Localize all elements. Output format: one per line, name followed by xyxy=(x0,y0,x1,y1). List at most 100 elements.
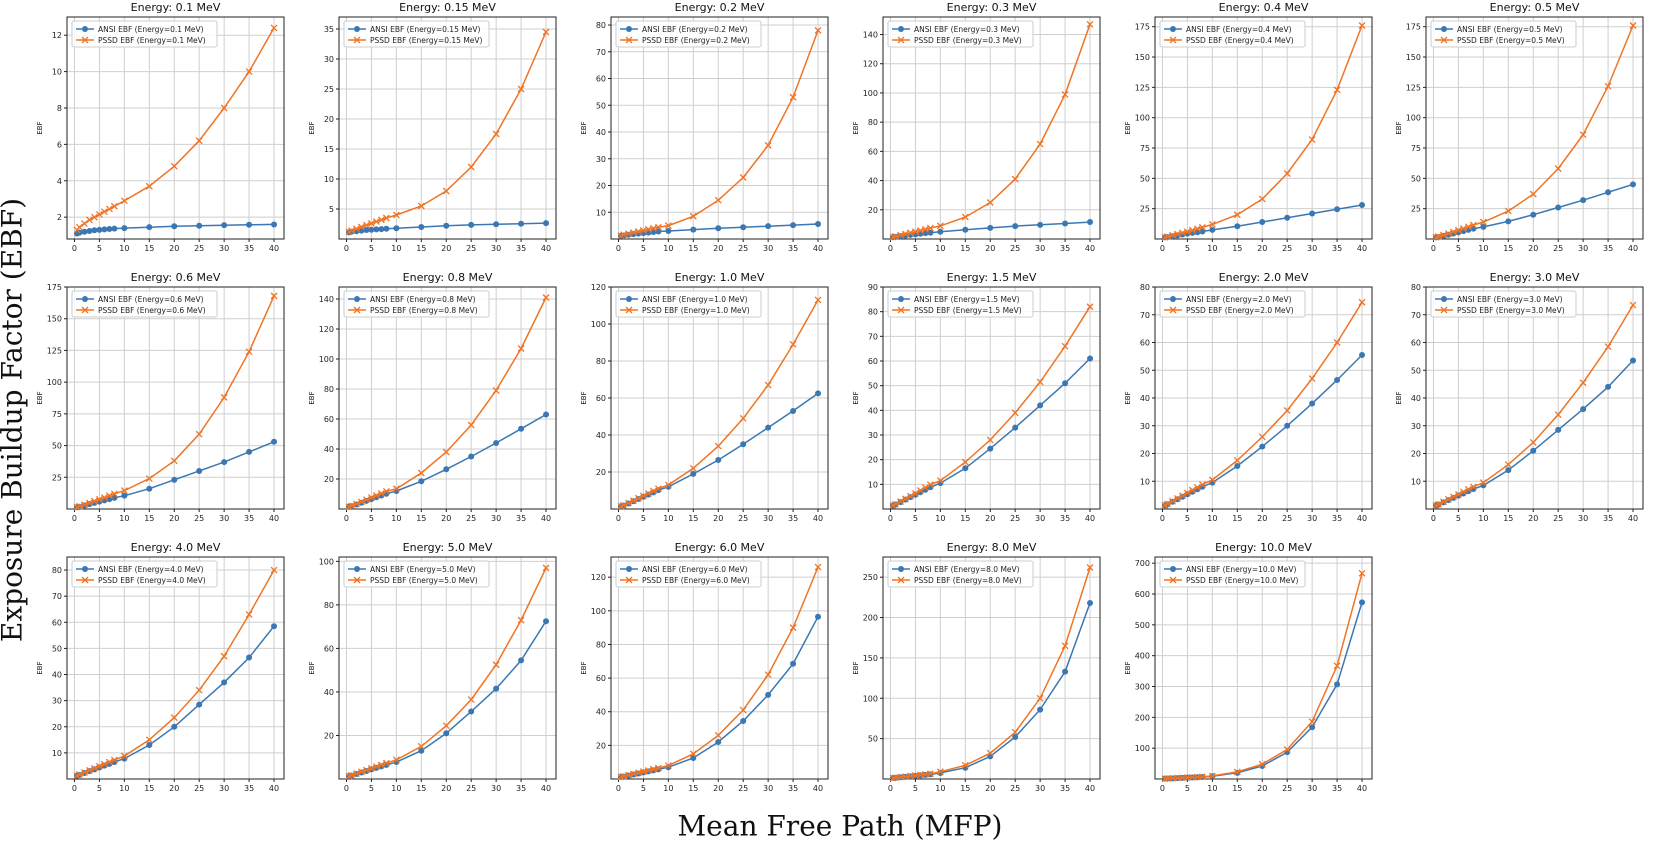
ansi-data-point xyxy=(271,221,278,228)
y-tick-label: 50 xyxy=(868,735,878,744)
x-tick-label: 40 xyxy=(541,244,551,253)
subplot-title: Energy: 0.3 MeV xyxy=(947,1,1037,14)
y-tick-label: 70 xyxy=(596,48,606,57)
legend-ansi-label: ANSI EBF (Energy=0.6 MeV) xyxy=(98,295,204,304)
x-tick-label: 25 xyxy=(1553,514,1563,523)
pssd-data-point xyxy=(892,232,899,240)
x-tick-label: 0 xyxy=(616,244,621,253)
pssd-data-point xyxy=(517,345,525,352)
x-tick-label: 40 xyxy=(813,514,823,523)
y-tick-label: 20 xyxy=(868,456,878,465)
ansi-data-point xyxy=(393,225,400,232)
x-tick-label: 0 xyxy=(72,514,77,523)
pssd-data-point xyxy=(1258,195,1266,203)
ansi-data-point xyxy=(221,679,228,686)
pssd-data-point xyxy=(911,490,919,497)
subplot-title: Energy: 6.0 MeV xyxy=(675,541,765,554)
x-tick-label: 40 xyxy=(813,244,823,253)
x-tick-label: 15 xyxy=(960,514,970,523)
y-tick-label: 100 xyxy=(47,378,62,387)
legend-pssd-label: PSSD EBF (Energy=0.4 MeV) xyxy=(1186,36,1294,45)
ansi-data-point xyxy=(418,478,425,485)
legend-marker xyxy=(1169,306,1177,314)
pssd-data-point xyxy=(362,766,370,774)
axes-frame xyxy=(338,556,557,780)
y-tick-label: 50 xyxy=(868,382,878,391)
x-tick-label: 35 xyxy=(1332,514,1342,523)
y-axis-label: EBF xyxy=(308,391,316,404)
x-tick-label: 35 xyxy=(788,784,798,793)
subplot-title: Energy: 0.6 MeV xyxy=(131,271,221,284)
x-tick-label: 15 xyxy=(1503,244,1513,253)
pssd-data-point xyxy=(245,348,253,356)
y-tick-label: 40 xyxy=(596,128,606,137)
x-tick-label: 30 xyxy=(1307,514,1317,523)
pssd-data-point xyxy=(1479,479,1487,487)
pssd-data-point xyxy=(664,481,672,489)
ansi-data-point xyxy=(111,225,118,232)
x-tick-label: 20 xyxy=(1257,784,1267,793)
pssd-data-point xyxy=(739,706,747,714)
pssd-series-line xyxy=(620,30,819,237)
pssd-data-point xyxy=(629,229,637,237)
y-tick-label: 10 xyxy=(596,208,606,217)
subplot-11: Energy: 2.0 MeV 0 5 10 15 20 25 30 35 40 10 20 30 40 5… xyxy=(1124,271,1373,523)
pssd-data-point xyxy=(1011,728,1019,736)
legend-pssd-label: PSSD EBF (Energy=4.0 MeV) xyxy=(98,576,206,585)
pssd-data-point xyxy=(542,564,550,572)
ansi-data-point xyxy=(1284,214,1291,221)
ansi-data-point xyxy=(493,685,500,692)
x-tick-label: 35 xyxy=(1332,244,1342,253)
pssd-data-point xyxy=(417,202,425,210)
y-tick-label: 5 xyxy=(329,205,334,214)
x-tick-label: 5 xyxy=(913,244,918,253)
ansi-data-point xyxy=(443,222,450,229)
pssd-data-point xyxy=(1579,131,1587,139)
y-tick-label: 10 xyxy=(52,68,62,77)
ansi-data-point xyxy=(418,224,425,230)
y-tick-label: 80 xyxy=(868,118,878,127)
ansi-data-point xyxy=(740,224,747,231)
ansi-data-point xyxy=(1505,467,1512,474)
y-tick-label: 125 xyxy=(1406,83,1421,92)
legend-box xyxy=(615,20,762,48)
pssd-data-point xyxy=(105,492,113,500)
x-tick-label: 35 xyxy=(788,514,798,523)
axes-frame xyxy=(610,556,829,780)
x-tick-label: 20 xyxy=(1257,514,1267,523)
y-tick-label: 175 xyxy=(47,283,62,292)
pssd-data-point xyxy=(1183,228,1191,236)
legend: ANSI EBF (Energy=10.0 MeV) PSSD EBF (Ener… xyxy=(1159,560,1306,588)
subplot-10: Energy: 1.5 MeV 0 5 10 15 20 25 30 35 40 10 20 30 40 5… xyxy=(852,271,1101,523)
x-tick-label: 10 xyxy=(935,784,945,793)
legend-box xyxy=(1159,560,1306,588)
x-tick-label: 15 xyxy=(688,784,698,793)
axes-frame xyxy=(1425,16,1644,240)
pssd-data-point xyxy=(417,469,425,477)
legend-box xyxy=(887,560,1034,588)
y-axis-label: EBF xyxy=(36,121,44,134)
y-axis-label: EBF xyxy=(852,661,860,674)
ansi-series-line xyxy=(892,357,1091,507)
y-tick-label: 100 xyxy=(591,607,606,616)
pssd-data-point xyxy=(382,487,390,495)
pssd-data-point xyxy=(1579,379,1587,387)
x-tick-label: 10 xyxy=(935,514,945,523)
pssd-data-point xyxy=(467,421,475,429)
x-tick-label: 35 xyxy=(1603,244,1613,253)
pssd-data-point xyxy=(901,495,909,503)
y-axis-label: EBF xyxy=(852,391,860,404)
pssd-data-point xyxy=(1454,490,1462,498)
legend-marker xyxy=(626,26,632,32)
pssd-data-point xyxy=(1358,298,1366,306)
pssd-data-point xyxy=(1308,375,1316,383)
x-tick-label: 0 xyxy=(344,244,349,253)
pssd-data-point xyxy=(1604,343,1612,351)
pssd-data-point xyxy=(377,761,385,769)
legend-ansi-label: ANSI EBF (Energy=0.3 MeV) xyxy=(914,25,1020,34)
pssd-data-point xyxy=(714,442,722,450)
pssd-series-line xyxy=(348,297,547,508)
pssd-data-point xyxy=(664,222,672,230)
legend-pssd-label: PSSD EBF (Energy=0.6 MeV) xyxy=(98,306,206,315)
y-tick-label: 70 xyxy=(1140,311,1150,320)
